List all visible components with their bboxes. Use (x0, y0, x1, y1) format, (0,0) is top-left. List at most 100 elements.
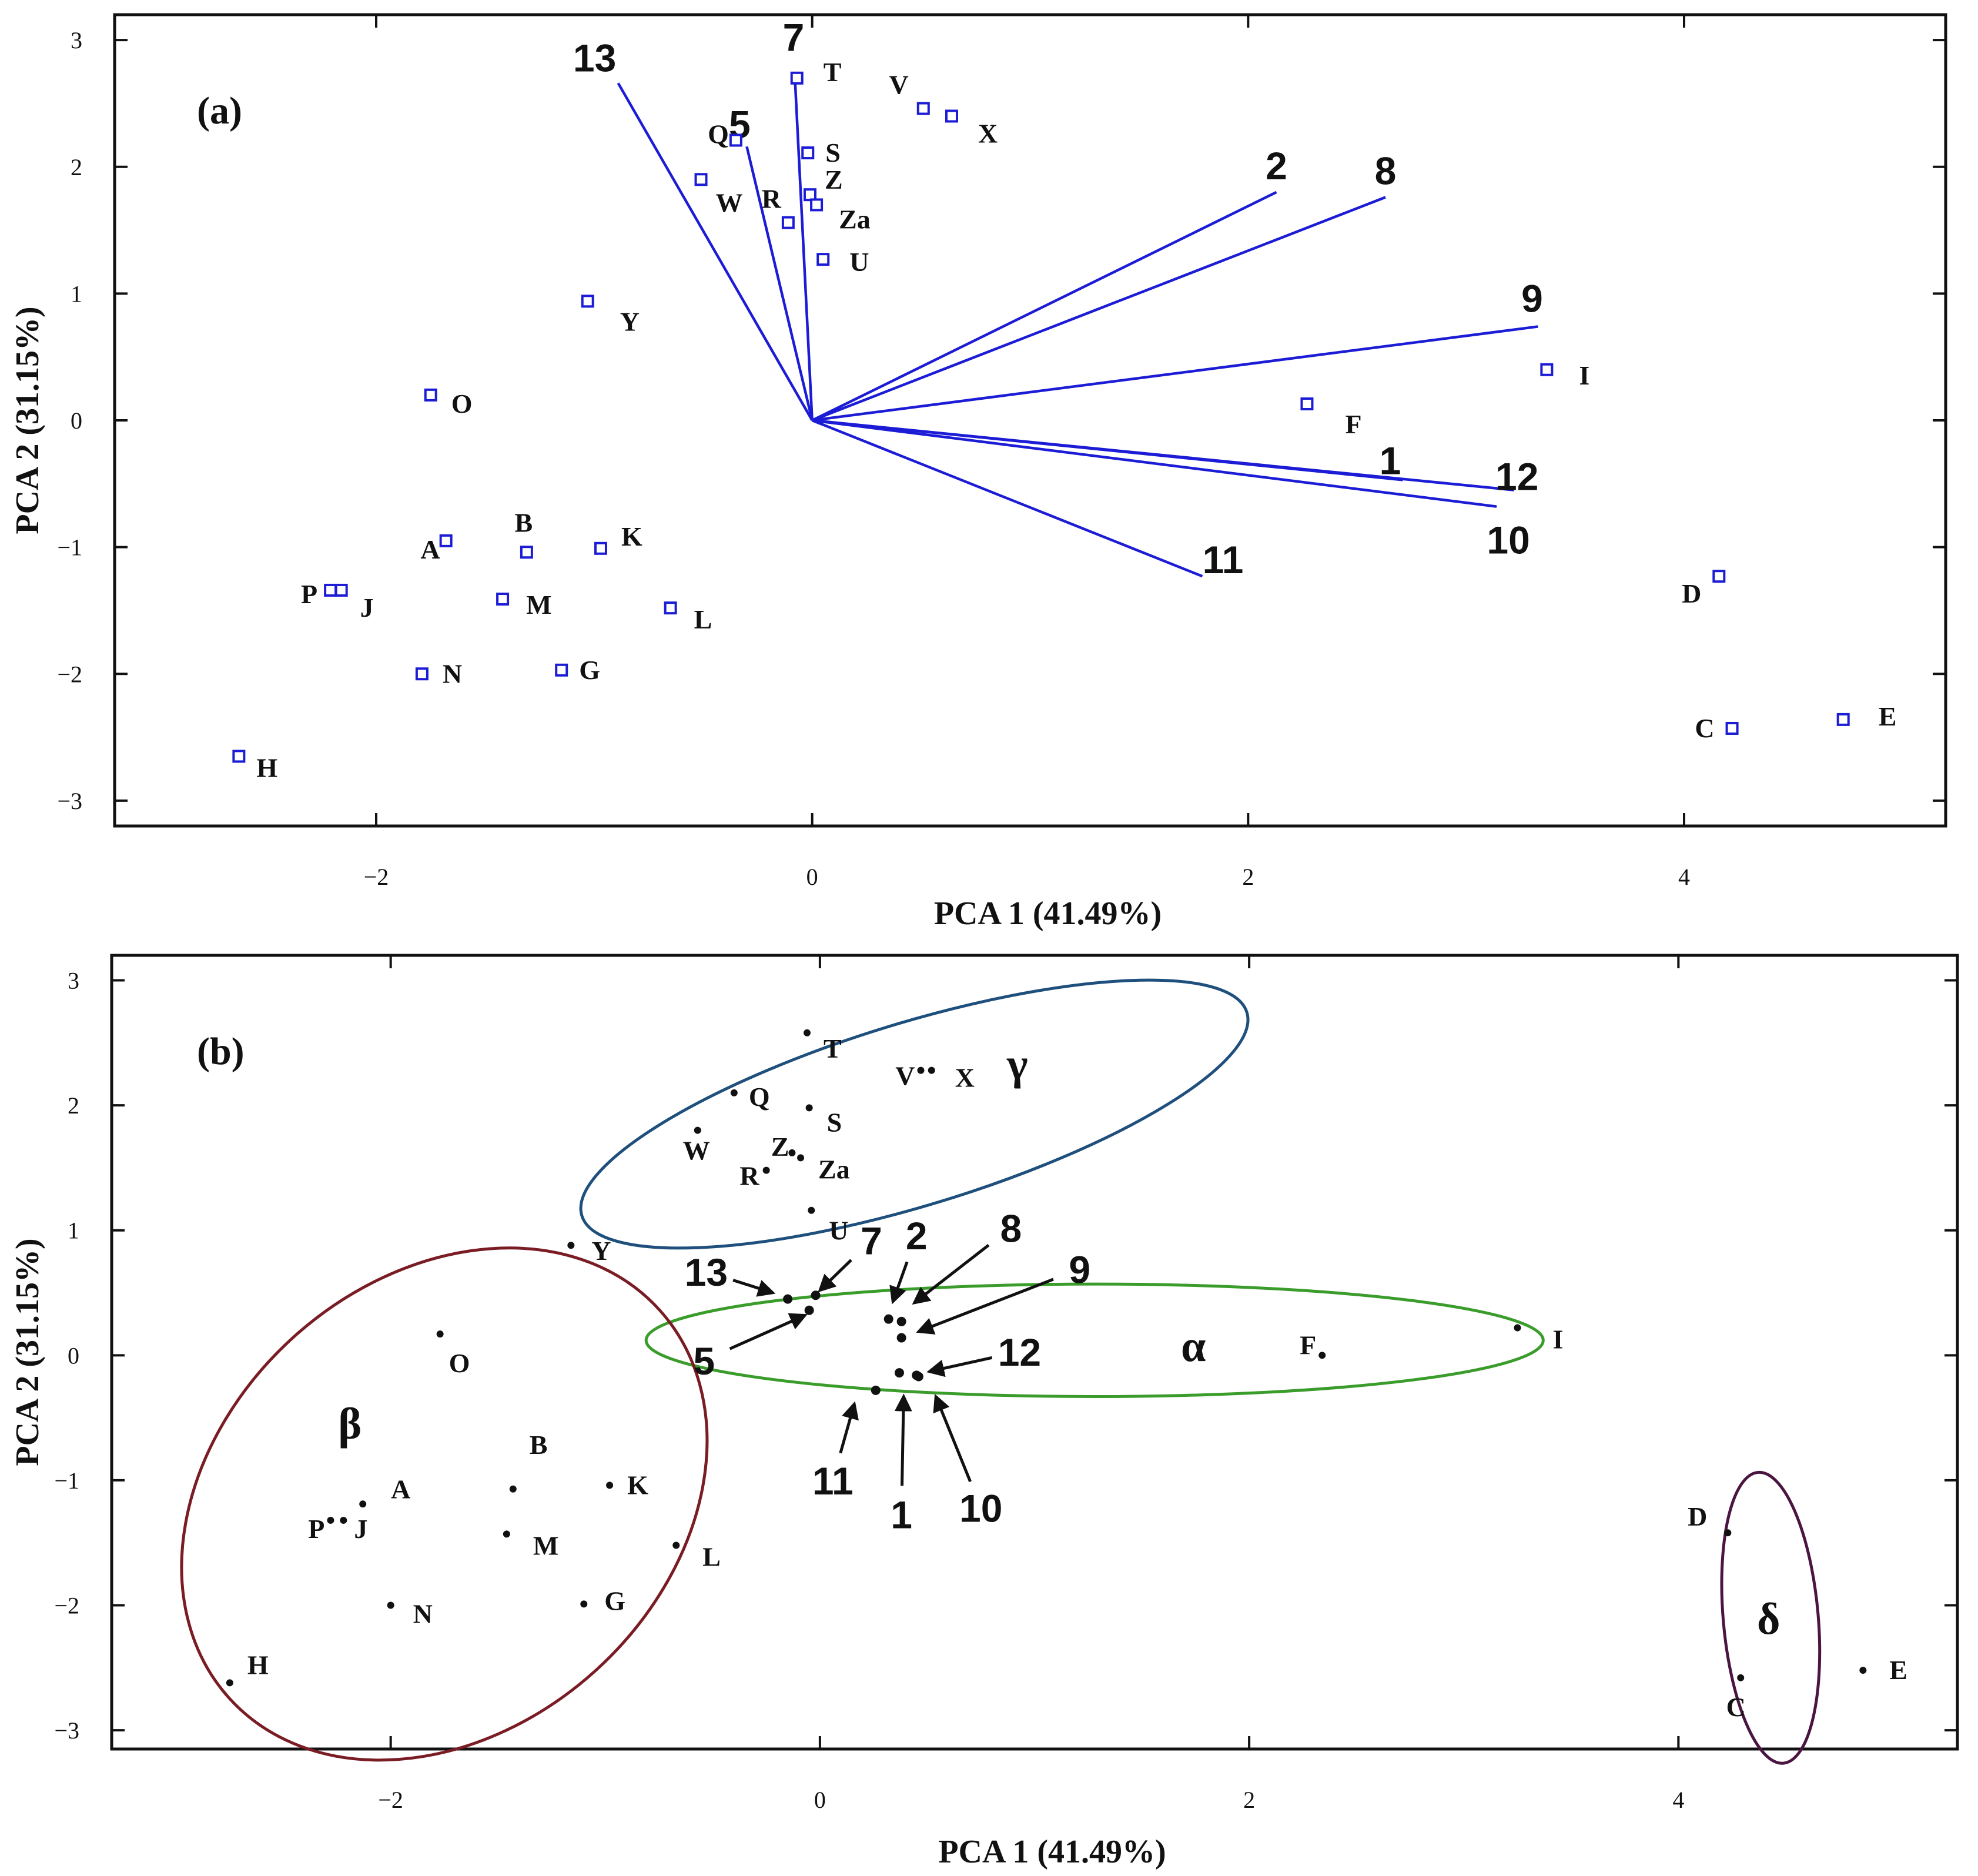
sample-label: S (827, 1107, 842, 1137)
variable-label: 13 (685, 1250, 728, 1294)
loading-vector (793, 74, 814, 421)
sample-label: T (824, 57, 842, 87)
sample-label: W (683, 1136, 710, 1166)
sample-label: C (1726, 1692, 1746, 1722)
variable-arrow (894, 1393, 912, 1486)
sample-label: B (515, 507, 533, 537)
variable-marker (783, 1294, 793, 1304)
sample-marker (1725, 721, 1739, 735)
sample-label: H (256, 753, 277, 782)
variable-arrow (729, 1313, 808, 1350)
sample-label: J (354, 1514, 367, 1544)
sample-marker (1712, 570, 1726, 583)
loading-vector (812, 325, 1538, 422)
sample-label: P (301, 579, 317, 609)
y-tick-label: −1 (54, 1467, 79, 1494)
variable-marker (894, 1368, 904, 1378)
variable-marker (871, 1385, 881, 1395)
sample-label: U (829, 1216, 848, 1246)
sample-label: M (526, 590, 551, 620)
sample-marker (415, 667, 429, 681)
cluster-ellipse (644, 1282, 1545, 1398)
variable-label: 5 (693, 1339, 715, 1383)
vector-label: 10 (1487, 519, 1529, 562)
sample-marker (797, 1154, 805, 1162)
sample-marker (1836, 713, 1850, 726)
sample-label: D (1688, 1502, 1707, 1531)
variable-marker (811, 1290, 821, 1300)
sample-label: F (1345, 409, 1361, 439)
vector-label: 2 (1266, 144, 1287, 188)
y-tick-label: 1 (68, 1218, 79, 1244)
sample-marker (359, 1500, 367, 1508)
sample-label: W (716, 188, 743, 218)
y-axis-label: PCA 2 (31.15%) (9, 1238, 46, 1466)
vector-label: 1 (1380, 439, 1401, 482)
sample-label: E (1879, 701, 1897, 731)
loading-vector (617, 82, 814, 422)
sample-label: L (694, 604, 712, 634)
sample-label: U (849, 247, 869, 277)
sample-label: E (1889, 1655, 1907, 1685)
sample-label: G (604, 1586, 625, 1616)
x-axis-label: PCA 1 (41.49%) (938, 1834, 1166, 1870)
sample-marker (664, 601, 677, 615)
sample-label: X (978, 119, 998, 149)
variable-label: 8 (1000, 1206, 1022, 1250)
y-tick-label: −2 (57, 661, 82, 687)
y-tick-label: 2 (71, 154, 82, 180)
y-tick-label: −3 (57, 788, 82, 814)
sample-marker (581, 295, 594, 308)
cluster-ellipse (180, 1246, 709, 1762)
variable-label: 10 (959, 1487, 1002, 1530)
sample-marker (694, 1126, 701, 1134)
x-tick-label: 0 (814, 1787, 826, 1813)
sample-marker (805, 1104, 813, 1112)
x-tick-label: −2 (364, 864, 389, 890)
sample-marker (803, 188, 816, 202)
variable-arrow (889, 1261, 909, 1305)
loading-vector (811, 196, 1386, 422)
sample-label: G (579, 655, 600, 685)
sample-label: I (1579, 360, 1589, 390)
cluster-ellipse (579, 978, 1250, 1250)
sample-marker (520, 546, 533, 559)
cluster-label: δ (1757, 1594, 1780, 1644)
sample-label: O (451, 389, 473, 419)
sample-marker (917, 1066, 925, 1074)
sample-label: P (308, 1514, 324, 1544)
y-tick-label: −1 (57, 534, 82, 561)
sample-marker (1300, 397, 1314, 410)
sample-label: C (1695, 713, 1714, 743)
loading-vector (811, 419, 1203, 578)
sample-marker (503, 1530, 510, 1538)
sample-marker (694, 173, 708, 186)
sample-marker (803, 1029, 811, 1036)
sample-marker (496, 593, 510, 606)
sample-marker (788, 1149, 796, 1156)
sample-marker (1514, 1324, 1521, 1332)
y-tick-label: 0 (68, 1342, 79, 1369)
sample-marker (1859, 1667, 1867, 1674)
sample-marker (945, 109, 958, 123)
sample-label: X (955, 1063, 975, 1093)
plot-frame (110, 954, 1959, 1751)
cluster-label: γ (1006, 1039, 1028, 1089)
sample-marker (762, 1166, 770, 1174)
variable-marker (804, 1305, 814, 1315)
sample-marker (1318, 1352, 1326, 1359)
y-tick-label: 2 (68, 1092, 79, 1119)
y-tick-label: 0 (71, 407, 82, 434)
sample-label: Za (818, 1154, 850, 1184)
sample-label: Y (620, 306, 640, 336)
sample-marker (729, 133, 742, 147)
sample-label: I (1553, 1325, 1564, 1355)
variable-marker (896, 1316, 906, 1326)
vector-label: 8 (1375, 149, 1397, 193)
variable-label: 12 (998, 1330, 1041, 1374)
sample-marker (232, 750, 246, 763)
x-tick-label: 0 (806, 864, 818, 890)
sample-label: T (824, 1034, 842, 1064)
